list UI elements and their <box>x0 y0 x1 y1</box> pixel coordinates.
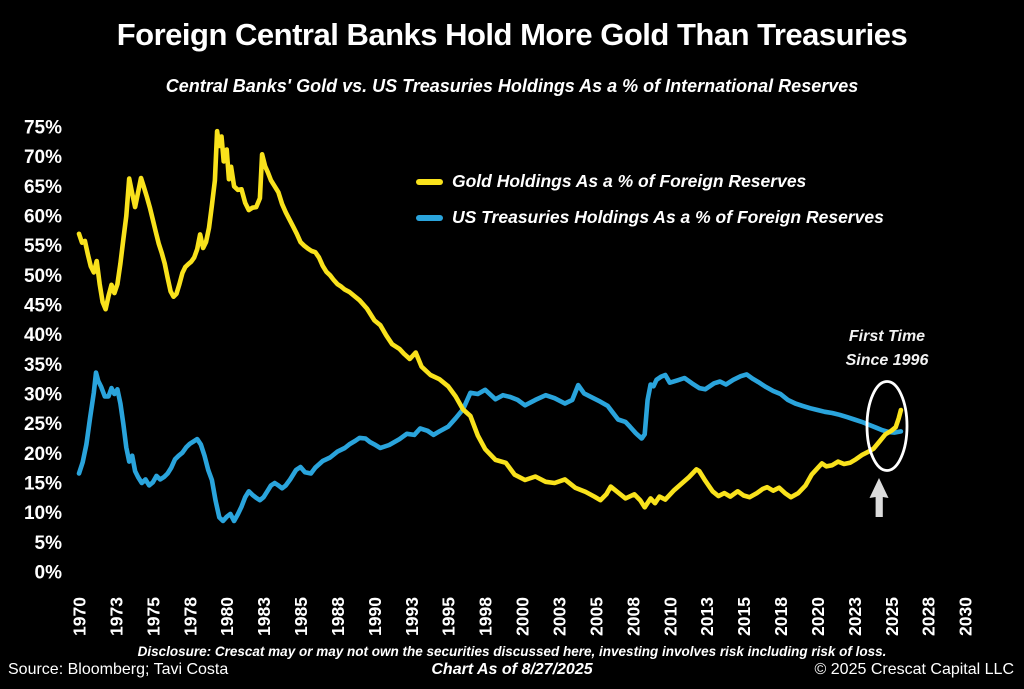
x-axis-tick-label: 2008 <box>623 597 643 636</box>
series-line-treasuries <box>76 370 904 524</box>
x-axis-tick-label: 2023 <box>845 597 865 636</box>
annotation-line-1: First Time <box>848 328 926 345</box>
y-axis-tick-label: 30% <box>24 385 62 406</box>
series-line-gold <box>76 128 904 510</box>
y-axis-tick-label: 45% <box>24 296 62 317</box>
x-axis-tick-label: 1990 <box>365 597 385 636</box>
legend-item-treasuries: US Treasuries Holdings As a % of Foreign… <box>416 207 884 228</box>
as-of-text: Chart As of 8/27/2025 <box>431 661 593 678</box>
y-axis-tick-label: 5% <box>35 533 63 554</box>
gold-line-swatch-icon <box>416 178 443 185</box>
x-axis-tick-label: 2018 <box>771 597 791 636</box>
x-axis-tick-label: 1993 <box>402 597 422 636</box>
x-axis-tick-label: 2025 <box>882 597 902 636</box>
x-axis-tick-label: 1983 <box>254 597 274 636</box>
highlight-ellipse <box>865 380 909 472</box>
x-axis-tick-label: 1988 <box>328 597 348 636</box>
legend-label-gold: Gold Holdings As a % of Foreign Reserves <box>452 171 807 191</box>
y-axis-tick-label: 20% <box>24 444 62 465</box>
x-axis-tick-label: 2013 <box>697 597 717 636</box>
y-axis-tick-label: 75% <box>24 118 62 139</box>
x-axis-tick-label: 1973 <box>106 597 126 636</box>
y-axis-tick-label: 35% <box>24 355 62 376</box>
y-axis-tick-label: 25% <box>24 414 62 435</box>
disclosure-text: Disclosure: Crescat may or may not own t… <box>137 644 887 659</box>
x-axis-tick-label: 1975 <box>143 597 163 636</box>
y-axis-tick-label: 65% <box>24 177 62 198</box>
copyright-text: © 2025 Crescat Capital LLC <box>814 661 1014 678</box>
chart-series-layer: 75% 70% 65% 60% 55% 50% 45% 40% 35% 30% 25% 20% 15% 1… <box>24 118 976 637</box>
x-axis-tick-label: 2000 <box>513 597 533 636</box>
y-axis-tick-label: 40% <box>24 325 62 346</box>
treasuries-line-swatch-icon <box>416 214 443 221</box>
x-axis-tick-label: 2005 <box>586 597 606 636</box>
x-axis-tick-label: 2003 <box>550 597 570 636</box>
source-text: Source: Bloomberg; Tavi Costa <box>8 661 229 678</box>
x-axis-tick-label: 1998 <box>476 597 496 636</box>
y-axis-tick-label: 0% <box>35 563 63 584</box>
y-axis-tick-label: 50% <box>24 266 62 287</box>
x-axis-tick-label: 1970 <box>70 597 90 636</box>
arrow-up-icon <box>869 478 889 517</box>
x-axis-tick-label: 2015 <box>734 597 754 636</box>
y-axis-tick-label: 10% <box>24 503 62 524</box>
chart-subtitle: Central Banks' Gold vs. US Treasuries Ho… <box>165 76 859 96</box>
y-axis-tick-label: 15% <box>24 474 62 495</box>
legend-label-treasuries: US Treasuries Holdings As a % of Foreign… <box>452 207 884 227</box>
x-axis-tick-label: 1985 <box>291 597 311 636</box>
page-title: Foreign Central Banks Hold More Gold Tha… <box>116 17 908 52</box>
x-axis-tick-label: 2010 <box>660 597 680 636</box>
chart-legend: Gold Holdings As a % of Foreign Reserves… <box>416 171 884 228</box>
x-axis-tick-label: 2030 <box>956 597 976 636</box>
annotation-shapes <box>865 380 909 517</box>
x-axis-tick-label: 1978 <box>180 597 200 636</box>
y-axis-tick-label: 70% <box>24 147 62 168</box>
x-axis-tick-label: 1980 <box>217 597 237 636</box>
x-axis-tick-label: 2028 <box>919 597 939 636</box>
y-axis-tick-label: 55% <box>24 236 62 257</box>
y-axis-tick-label: 60% <box>24 207 62 228</box>
x-axis-tick-label: 2020 <box>808 597 828 636</box>
x-axis-tick-label: 1995 <box>439 597 459 636</box>
legend-item-gold: Gold Holdings As a % of Foreign Reserves <box>416 171 884 192</box>
annotation-text: First Time Since 1996 <box>822 325 952 372</box>
annotation-line-2: Since 1996 <box>845 351 929 369</box>
